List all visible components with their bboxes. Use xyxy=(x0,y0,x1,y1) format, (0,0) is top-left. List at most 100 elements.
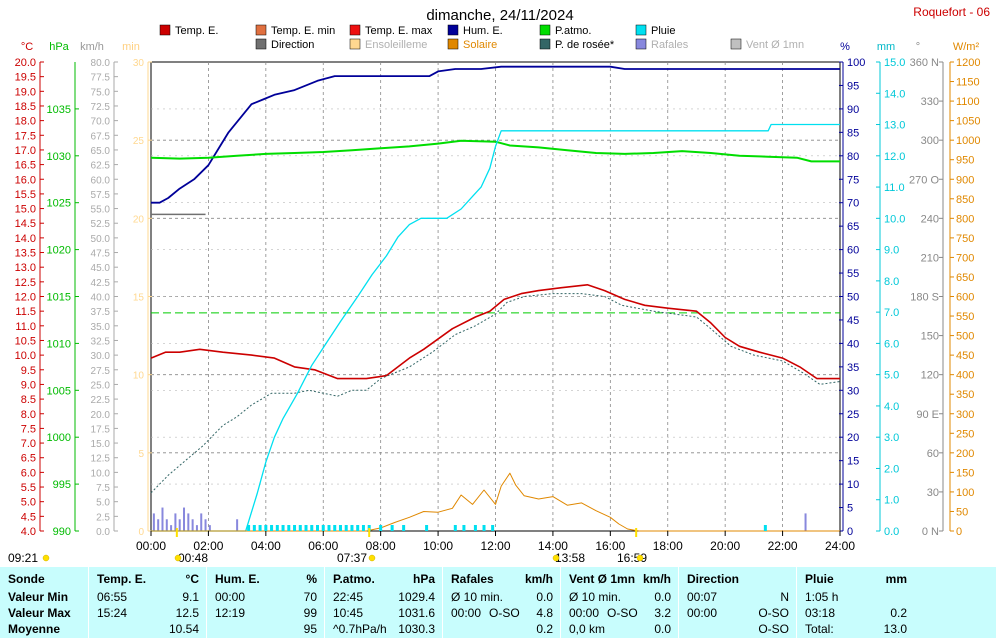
tick-label-temp: 17.5 xyxy=(15,130,36,142)
tick-label-temp: 11.5 xyxy=(15,306,36,318)
summary-value: 70 xyxy=(303,590,317,604)
series-line-pluie xyxy=(151,123,840,532)
tick-label-direction: 330 xyxy=(921,96,939,108)
tick-label-pressure: 1025 xyxy=(47,198,71,210)
tick-label-wind: 10.0 xyxy=(91,468,111,479)
tick-label-humidity: 90 xyxy=(847,104,859,116)
corner-time-label: 09:21 xyxy=(8,551,38,565)
summary-row-label: Valeur Max xyxy=(8,606,71,620)
gust-bar xyxy=(204,519,207,531)
x-tick-label: 22:00 xyxy=(768,539,798,553)
tick-label-solar: 650 xyxy=(956,272,974,284)
tick-label-solar: 400 xyxy=(956,370,974,382)
tick-label-rain: 7.0 xyxy=(884,307,899,319)
legend-label: P.atmo. xyxy=(555,25,592,37)
tick-label-humidity: 40 xyxy=(847,338,859,350)
summary-value: 95 xyxy=(303,622,317,636)
tick-label-direction: 120 xyxy=(921,370,939,382)
summary-time: 00:00 xyxy=(687,606,718,620)
gust-bar xyxy=(195,525,198,531)
tick-label-wind: 60.0 xyxy=(91,175,111,186)
legend-swatch xyxy=(447,38,459,50)
rain-tick xyxy=(247,525,251,531)
sun-time-label: 07:37 xyxy=(337,551,367,565)
tick-label-temp: 17.0 xyxy=(15,145,36,157)
tick-label-rain: 13.0 xyxy=(884,120,905,132)
summary-time: Total: xyxy=(805,622,834,636)
summary-value: 0.0 xyxy=(536,590,553,604)
rain-tick xyxy=(270,525,274,531)
summary-unit: km/h xyxy=(642,572,671,586)
legend-swatch xyxy=(255,24,267,36)
x-tick-label: 20:00 xyxy=(710,539,740,553)
rain-tick xyxy=(310,525,314,531)
tick-label-wind: 67.5 xyxy=(91,131,111,142)
legend-label: Hum. E. xyxy=(463,25,503,37)
tick-label-solar: 150 xyxy=(956,467,974,479)
tick-label-solar: 550 xyxy=(956,311,974,323)
summary-time: 1:05 h xyxy=(805,590,839,604)
summary-time: 00:07 xyxy=(687,590,718,604)
series-line-solaire xyxy=(151,472,840,532)
tick-label-solar: 50 xyxy=(956,506,968,518)
legend-swatch xyxy=(349,24,361,36)
tick-label-solar: 1050 xyxy=(956,116,980,128)
tick-label-direction: 210 xyxy=(921,252,939,264)
tick-label-humidity: 50 xyxy=(847,292,859,304)
tick-label-rain: 1.0 xyxy=(884,495,899,507)
legend-swatch xyxy=(539,24,551,36)
summary-value: O-SO xyxy=(758,622,789,636)
legend-swatch xyxy=(730,38,742,50)
tick-label-rain: 14.0 xyxy=(884,88,905,100)
gust-bar xyxy=(187,513,190,531)
rain-tick xyxy=(402,525,406,531)
tick-label-direction: 270 O xyxy=(909,174,939,186)
summary-header: Temp. E. xyxy=(97,572,147,586)
summary-time: 00:00 xyxy=(569,606,600,620)
weather-chart: dimanche, 24/11/2024 Roquefort - 06 Temp… xyxy=(7,5,991,565)
summary-header: Pluie xyxy=(805,572,834,586)
tick-label-minutes: 30 xyxy=(133,58,145,69)
tick-label-temp: 7.0 xyxy=(21,438,36,450)
legend-label: Solaire xyxy=(463,39,497,51)
tick-label-solar: 900 xyxy=(956,174,974,186)
tick-label-rain: 2.0 xyxy=(884,463,899,475)
chart-title: dimanche, 24/11/2024 xyxy=(426,7,573,24)
tick-label-solar: 1200 xyxy=(956,57,980,69)
gust-bar xyxy=(178,519,181,531)
rain-tick xyxy=(453,525,457,531)
tick-label-solar: 850 xyxy=(956,194,974,206)
tick-label-temp: 14.0 xyxy=(15,233,36,245)
summary-time: 22:45 xyxy=(333,590,364,604)
tick-label-humidity: 70 xyxy=(847,198,859,210)
legend-swatch xyxy=(159,24,171,36)
tick-label-temp: 5.0 xyxy=(21,497,36,509)
tick-label-humidity: 95 xyxy=(847,80,859,92)
summary-time: Ø 10 min. xyxy=(451,590,504,604)
summary-header: Hum. E. xyxy=(215,572,260,586)
tick-label-temp: 16.0 xyxy=(15,174,36,186)
tick-label-rain: 4.0 xyxy=(884,401,899,413)
legend-label: Vent Ø 1mn xyxy=(746,39,804,51)
series-line-p-atmo- xyxy=(150,139,840,163)
tick-label-solar: 250 xyxy=(956,428,974,440)
summary-time: Ø 10 min. xyxy=(569,590,622,604)
legend-label: Temp. E. max xyxy=(365,25,433,37)
summary-time: 06:55 xyxy=(97,590,128,604)
tick-label-rain: 11.0 xyxy=(884,182,905,194)
summary-value: 13.0 xyxy=(883,622,907,636)
summary-time: 0,0 km xyxy=(569,622,606,636)
tick-label-wind: 65.0 xyxy=(91,146,111,157)
axis-unit-label: mm xyxy=(877,41,895,53)
gust-bar xyxy=(157,519,160,531)
tick-label-solar: 500 xyxy=(956,331,974,343)
tick-label-wind: 12.5 xyxy=(91,454,111,465)
tick-label-direction: 60 xyxy=(927,448,939,460)
tick-label-humidity: 15 xyxy=(847,456,859,468)
sunshine-tick xyxy=(175,528,178,537)
tick-label-rain: 6.0 xyxy=(884,338,899,350)
tick-label-wind: 5.0 xyxy=(96,498,110,509)
tick-label-solar: 200 xyxy=(956,448,974,460)
tick-label-wind: 75.0 xyxy=(91,87,111,98)
x-tick-label: 10:00 xyxy=(423,539,453,553)
